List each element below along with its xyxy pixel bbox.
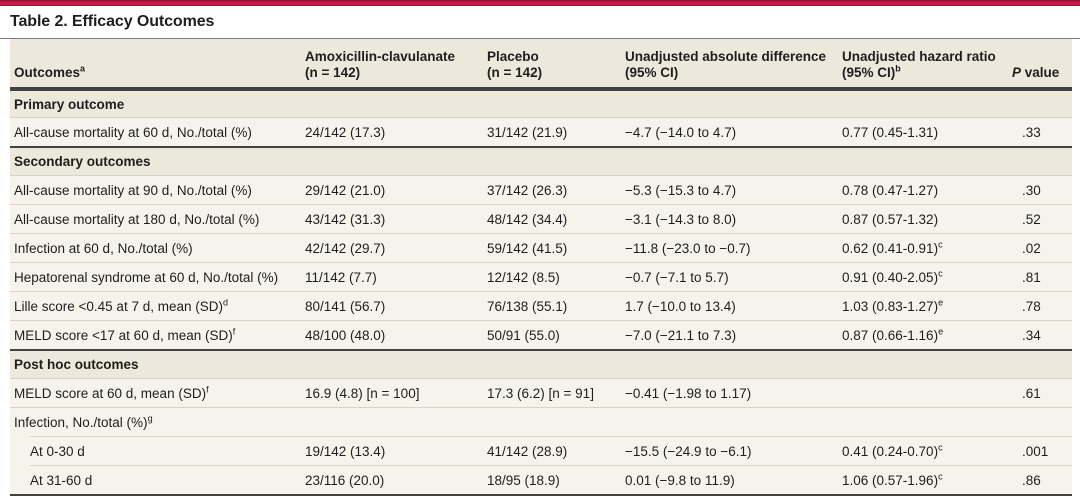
- column-header-amoxicillin-clavulanate: Amoxicillin-clavulanate (n = 142): [305, 49, 456, 81]
- cell-placebo: 37/142 (26.3): [487, 182, 568, 198]
- cell-absolute-difference: −0.41 (−1.98 to 1.17): [625, 385, 752, 401]
- cell-amoxicillin-clavulanate: 16.9 (4.8) [n = 100]: [305, 385, 420, 401]
- cell-placebo: 17.3 (6.2) [n = 91]: [487, 385, 594, 401]
- efficacy-outcomes-table: Outcomesa Amoxicillin-clavulanate (n = 1…: [10, 39, 1072, 496]
- row-label: MELD score <17 at 60 d, mean (SD)f: [14, 327, 236, 343]
- row-label: At 0-30 d: [30, 443, 85, 459]
- cell-placebo: 76/138 (55.1): [487, 298, 568, 314]
- cell-absolute-difference: −7.0 (−21.1 to 7.3): [625, 327, 737, 343]
- table-row: At 31-60 d 23/116 (20.0) 18/95 (18.9) 0.…: [10, 465, 1072, 494]
- table-title: Table 2. Efficacy Outcomes: [10, 13, 215, 30]
- row-label: Hepatorenal syndrome at 60 d, No./total …: [14, 269, 279, 285]
- cell-absolute-difference: 1.7 (−10.0 to 13.4): [625, 298, 736, 314]
- table-row: All-cause mortality at 90 d, No./total (…: [10, 175, 1072, 204]
- table-row: Infection, No./total (%)g: [10, 407, 1072, 436]
- cell-p-value: .52: [1022, 211, 1041, 227]
- cell-amoxicillin-clavulanate: 23/116 (20.0): [305, 472, 385, 488]
- table-row: MELD score <17 at 60 d, mean (SD)f 48/10…: [10, 320, 1072, 349]
- table-row: MELD score at 60 d, mean (SD)f 16.9 (4.8…: [10, 378, 1072, 407]
- cell-hazard-ratio: 0.87 (0.66-1.16)e: [842, 327, 944, 343]
- table-row: Lille score <0.45 at 7 d, mean (SD)d 80/…: [10, 291, 1072, 320]
- row-label: Secondary outcomes: [14, 154, 151, 169]
- table-title-band: Table 2. Efficacy Outcomes: [0, 6, 1080, 39]
- cell-hazard-ratio: 0.77 (0.45-1.31): [842, 124, 939, 140]
- table-row: All-cause mortality at 180 d, No./total …: [10, 204, 1072, 233]
- cell-absolute-difference: 0.01 (−9.8 to 11.9): [625, 472, 735, 488]
- cell-p-value: .001: [1022, 443, 1049, 459]
- cell-placebo: 59/142 (41.5): [487, 240, 568, 256]
- row-label: All-cause mortality at 90 d, No./total (…: [14, 182, 252, 198]
- cell-p-value: .86: [1022, 472, 1041, 488]
- row-label: Lille score <0.45 at 7 d, mean (SD)d: [14, 298, 228, 314]
- cell-hazard-ratio: 1.06 (0.57-1.96)c: [842, 472, 943, 488]
- table-row: Infection at 60 d, No./total (%) 42/142 …: [10, 233, 1072, 262]
- column-header-outcomes: Outcomesa: [14, 63, 86, 81]
- row-label: Infection at 60 d, No./total (%): [14, 240, 193, 256]
- cell-absolute-difference: −5.3 (−15.3 to 4.7): [625, 182, 737, 198]
- cell-p-value: .81: [1022, 269, 1041, 285]
- cell-absolute-difference: −4.7 (−14.0 to 4.7): [625, 124, 737, 140]
- cell-placebo: 48/142 (34.4): [487, 211, 568, 227]
- cell-p-value: .02: [1022, 240, 1041, 256]
- table-header-row: Outcomesa Amoxicillin-clavulanate (n = 1…: [10, 39, 1072, 89]
- row-label: At 31-60 d: [30, 472, 93, 488]
- column-header-placebo: Placebo (n = 142): [487, 49, 543, 81]
- cell-amoxicillin-clavulanate: 48/100 (48.0): [305, 327, 386, 343]
- cell-absolute-difference: −15.5 (−24.9 to −6.1): [625, 443, 752, 459]
- table-row: At 0-30 d 19/142 (13.4) 41/142 (28.9) −1…: [10, 436, 1072, 465]
- column-header-p-value: P value: [1012, 65, 1060, 81]
- cell-amoxicillin-clavulanate: 43/142 (31.3): [305, 211, 386, 227]
- cell-hazard-ratio: 0.87 (0.57-1.32): [842, 211, 939, 227]
- row-label: Primary outcome: [14, 96, 125, 112]
- cell-absolute-difference: −0.7 (−7.1 to 5.7): [625, 269, 729, 285]
- cell-p-value: .34: [1022, 327, 1041, 343]
- cell-placebo: 31/142 (21.9): [487, 124, 568, 140]
- row-label: All-cause mortality at 180 d, No./total …: [14, 211, 260, 227]
- cell-amoxicillin-clavulanate: 29/142 (21.0): [305, 182, 386, 198]
- cell-placebo: 12/142 (8.5): [487, 269, 560, 285]
- cell-hazard-ratio: 0.62 (0.41-0.91)c: [842, 240, 943, 256]
- cell-placebo: 18/95 (18.9): [487, 472, 560, 488]
- cell-placebo: 50/91 (55.0): [487, 327, 560, 343]
- cell-hazard-ratio: 0.41 (0.24-0.70)c: [842, 443, 943, 459]
- row-label: MELD score at 60 d, mean (SD)f: [14, 385, 209, 401]
- cell-hazard-ratio: 1.03 (0.83-1.27)e: [842, 298, 944, 314]
- column-header-hazard-ratio: Unadjusted hazard ratio (95% CI)b: [842, 49, 996, 81]
- cell-amoxicillin-clavulanate: 42/142 (29.7): [305, 240, 386, 256]
- cell-p-value: .61: [1022, 385, 1041, 401]
- cell-p-value: .33: [1022, 124, 1041, 140]
- cell-hazard-ratio: 0.78 (0.47-1.27): [842, 182, 939, 198]
- cell-p-value: .78: [1022, 298, 1041, 314]
- cell-absolute-difference: −3.1 (−14.3 to 8.0): [625, 211, 737, 227]
- row-label: All-cause mortality at 60 d, No./total (…: [14, 124, 252, 140]
- cell-amoxicillin-clavulanate: 24/142 (17.3): [305, 124, 386, 140]
- table-row: Primary outcome: [10, 89, 1072, 117]
- cell-amoxicillin-clavulanate: 80/141 (56.7): [305, 298, 386, 314]
- table-body: Primary outcome All-cause mortality at 6…: [10, 89, 1072, 496]
- journal-accent-bar: [0, 0, 1080, 6]
- column-header-absolute-difference: Unadjusted absolute difference (95% CI): [625, 49, 827, 81]
- cell-amoxicillin-clavulanate: 11/142 (7.7): [305, 269, 377, 285]
- table-row: All-cause mortality at 60 d, No./total (…: [10, 117, 1072, 146]
- table-row: Post hoc outcomes: [10, 349, 1072, 378]
- cell-amoxicillin-clavulanate: 19/142 (13.4): [305, 443, 386, 459]
- table-row: Secondary outcomes: [10, 146, 1072, 175]
- cell-hazard-ratio: 0.91 (0.40-2.05)c: [842, 269, 943, 285]
- row-label: Infection, No./total (%)g: [14, 414, 153, 430]
- row-label: Post hoc outcomes: [14, 357, 139, 372]
- cell-absolute-difference: −11.8 (−23.0 to −0.7): [625, 240, 751, 256]
- cell-placebo: 41/142 (28.9): [487, 443, 568, 459]
- cell-p-value: .30: [1022, 182, 1041, 198]
- table-row: Hepatorenal syndrome at 60 d, No./total …: [10, 262, 1072, 291]
